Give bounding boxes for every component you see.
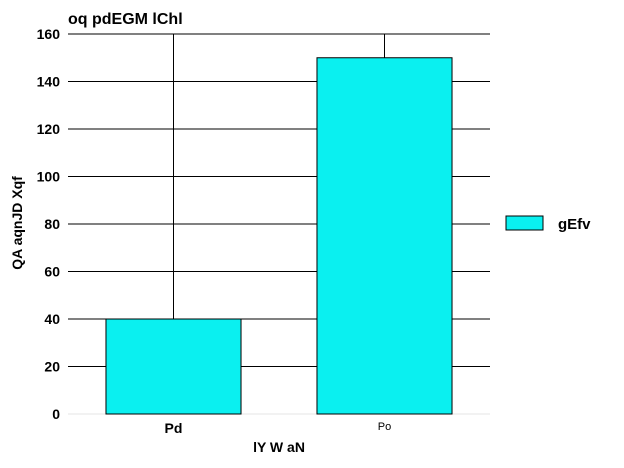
- y-tick-label: 120: [37, 121, 61, 137]
- y-tick-label: 40: [44, 311, 60, 327]
- x-tick-labels: Pd Po: [165, 420, 392, 436]
- legend-label: gEfv: [558, 216, 591, 233]
- chart-title: oq pdEGM lChl: [68, 11, 183, 28]
- y-tick-label: 140: [37, 74, 61, 90]
- y-tick-labels: 0 20 40 60 80 100 120 140 160: [37, 26, 61, 422]
- y-tick-label: 20: [44, 359, 60, 375]
- y-tick-label: 60: [44, 264, 60, 280]
- legend-swatch: [505, 215, 544, 231]
- y-tick-label: 80: [44, 216, 60, 232]
- y-axis-title: QA aqnJD Xqf: [9, 176, 25, 270]
- y-tick-label: 0: [52, 406, 60, 422]
- bar-Pd: [105, 318, 242, 415]
- y-tick-label: 100: [37, 169, 61, 185]
- x-axis-title: lY W aN: [253, 439, 305, 455]
- legend: gEfv: [505, 215, 591, 233]
- y-tick-label: 160: [37, 26, 61, 42]
- bars: [105, 57, 453, 415]
- x-tick-label: Po: [378, 421, 391, 433]
- bar-Po: [316, 57, 453, 415]
- x-tick-label: Pd: [165, 420, 183, 436]
